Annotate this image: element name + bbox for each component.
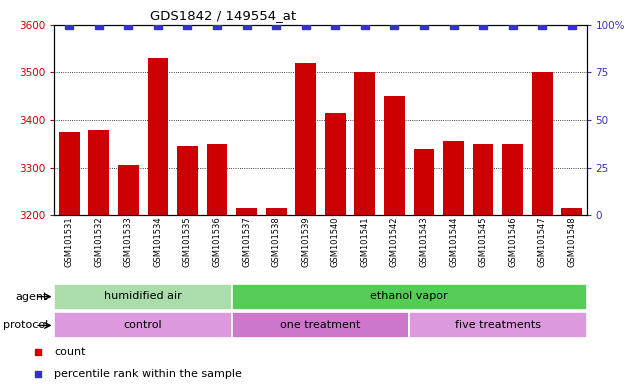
Point	[271, 22, 281, 28]
Text: ethanol vapor: ethanol vapor	[370, 291, 448, 301]
Point	[183, 22, 193, 28]
Bar	[472, 144, 494, 215]
Point	[242, 22, 252, 28]
Bar	[232, 284, 587, 310]
Text: five treatments: five treatments	[455, 320, 541, 330]
Point	[94, 22, 104, 28]
Bar	[503, 144, 523, 215]
Point	[448, 22, 458, 28]
Text: control: control	[124, 320, 162, 330]
Bar	[325, 113, 345, 215]
Point	[330, 22, 340, 28]
Point	[64, 22, 74, 28]
Bar	[59, 132, 79, 215]
Point	[508, 22, 518, 28]
Point	[478, 22, 488, 28]
Text: GDS1842 / 149554_at: GDS1842 / 149554_at	[150, 9, 296, 22]
Point	[212, 22, 222, 28]
Text: humidified air: humidified air	[104, 291, 182, 301]
Bar	[443, 141, 464, 215]
Text: protocol: protocol	[3, 320, 48, 331]
Point	[419, 22, 429, 28]
Point	[360, 22, 370, 28]
Text: one treatment: one treatment	[280, 320, 361, 330]
Bar	[88, 129, 109, 215]
Bar	[409, 313, 587, 338]
Bar	[266, 208, 287, 215]
Text: percentile rank within the sample: percentile rank within the sample	[54, 369, 242, 379]
Point	[567, 22, 577, 28]
Point	[153, 22, 163, 28]
Bar	[384, 96, 404, 215]
Bar	[237, 208, 257, 215]
Text: count: count	[54, 347, 86, 357]
Text: agent: agent	[15, 291, 48, 302]
Point	[301, 22, 311, 28]
Bar	[532, 73, 553, 215]
Bar	[147, 58, 169, 215]
Point	[123, 22, 133, 28]
Point	[537, 22, 547, 28]
Point	[389, 22, 399, 28]
Bar	[54, 284, 232, 310]
Bar	[562, 208, 582, 215]
Bar	[413, 149, 435, 215]
Bar	[206, 144, 228, 215]
Bar	[354, 73, 375, 215]
Bar	[118, 165, 138, 215]
Bar	[296, 63, 316, 215]
Bar	[177, 146, 198, 215]
Bar	[232, 313, 409, 338]
Bar	[54, 313, 232, 338]
